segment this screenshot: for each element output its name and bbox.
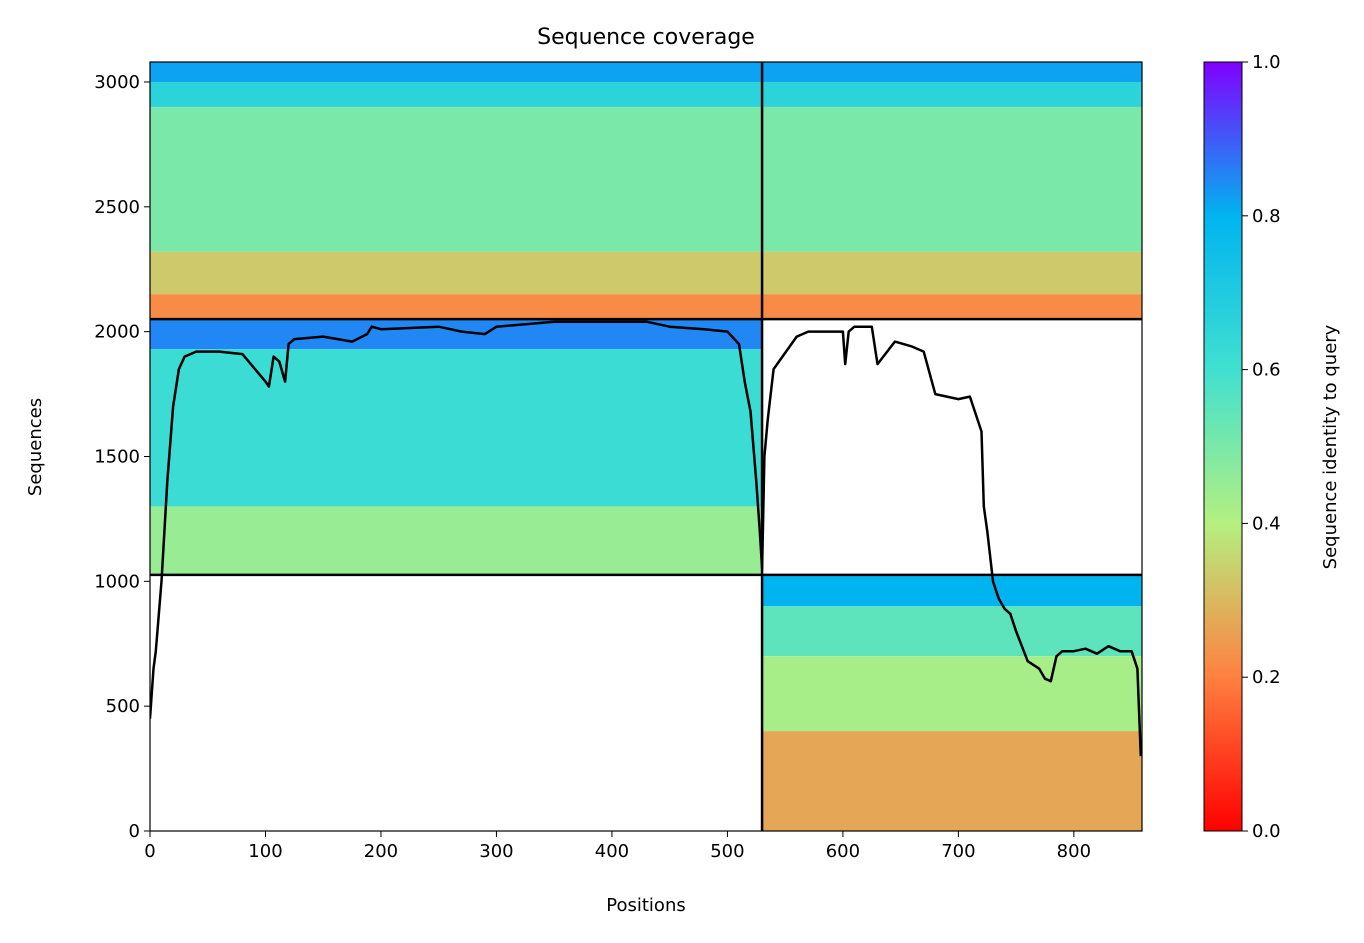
colorbar: [1203, 61, 1243, 832]
identity-band: [150, 349, 763, 507]
chain-boundaries: [150, 62, 1142, 831]
x-tick-label: 600: [826, 841, 860, 862]
identity-band: [150, 81, 1142, 107]
y-tick-label: 2000: [94, 322, 140, 343]
y-axis-ticks: 0 500 1000 1500 2000 2500 3000: [94, 72, 150, 842]
y-tick-label: 500: [106, 696, 140, 717]
chain-B-msa: [762, 574, 1142, 831]
identity-band: [150, 319, 763, 350]
msa-blocks: [150, 62, 1142, 831]
x-tick-label: 800: [1057, 841, 1091, 862]
x-axis-label: Positions: [606, 895, 685, 916]
x-tick-label: 500: [710, 841, 744, 862]
colorbar-tick-label: 0.0: [1252, 821, 1281, 842]
colorbar-tick-label: 0.2: [1252, 667, 1281, 688]
colorbar-tick-label: 0.6: [1252, 360, 1281, 381]
identity-band: [150, 106, 1142, 252]
x-tick-label: 100: [248, 841, 282, 862]
y-tick-label: 0: [129, 821, 140, 842]
colorbar-label: Sequence identity to query: [1320, 324, 1341, 569]
y-tick-label: 3000: [94, 72, 140, 93]
chart-title: Sequence coverage: [537, 25, 755, 50]
x-tick-label: 400: [595, 841, 629, 862]
colorbar-tick-label: 1.0: [1252, 52, 1281, 73]
x-tick-label: 200: [364, 841, 398, 862]
identity-band: [150, 506, 763, 575]
x-tick-label: 0: [144, 841, 155, 862]
chain-A-msa: [150, 319, 763, 575]
identity-band: [762, 731, 1142, 831]
colorbar-ticks: 0.0 0.2 0.4 0.6 0.8 1.0: [1242, 52, 1281, 842]
y-tick-label: 2500: [94, 197, 140, 218]
identity-band: [762, 606, 1142, 657]
x-tick-label: 700: [941, 841, 975, 862]
colorbar-tick-label: 0.8: [1252, 206, 1281, 227]
paired-msa: [150, 62, 1142, 320]
x-axis-ticks: 0 100 200 300 400 500 600 700 800: [144, 831, 1091, 862]
identity-band: [762, 574, 1142, 607]
identity-band: [150, 251, 1142, 295]
identity-band: [150, 294, 1142, 320]
coverage-line: [150, 320, 1142, 757]
coverage-line-group: [150, 320, 1142, 757]
identity-band: [762, 656, 1142, 732]
y-tick-label: 1500: [94, 446, 140, 467]
y-tick-label: 1000: [94, 571, 140, 592]
identity-band: [150, 62, 1142, 82]
x-tick-label: 300: [479, 841, 513, 862]
plot-frame: [149, 61, 1143, 832]
colorbar-tick-label: 0.4: [1252, 513, 1281, 534]
y-axis-label: Sequences: [25, 398, 46, 496]
